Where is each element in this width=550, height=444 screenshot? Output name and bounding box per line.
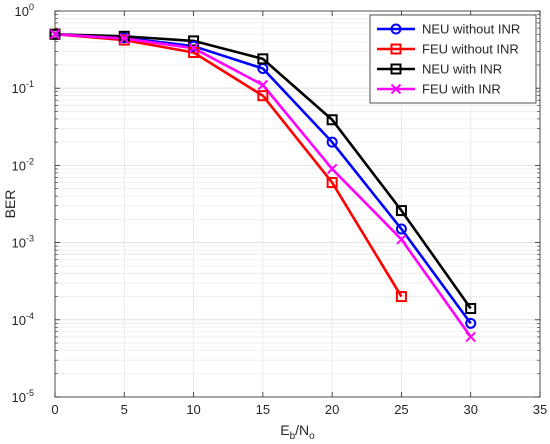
x-tick-label: 20	[325, 402, 339, 417]
data-point-marker	[326, 136, 338, 148]
data-point-marker	[396, 234, 407, 245]
x-tick-label: 10	[186, 402, 200, 417]
x-tick-label: 25	[394, 402, 408, 417]
y-axis-label: BER	[2, 190, 18, 219]
data-point-marker	[326, 114, 338, 126]
y-tick-label: 10-4	[12, 311, 34, 328]
legend: NEU without INR FEU without INR NEU with I…	[369, 14, 537, 104]
legend-marker	[390, 83, 402, 95]
legend-label: NEU without INR	[422, 22, 520, 37]
legend-label: FEU with INR	[422, 82, 501, 97]
data-point-marker	[465, 303, 477, 315]
x-tick-label: 5	[121, 402, 128, 417]
data-point-marker	[395, 223, 407, 235]
legend-marker	[390, 63, 402, 75]
data-point-marker	[395, 291, 407, 303]
axes-frame	[54, 10, 541, 398]
x-tick-label: 30	[463, 402, 477, 417]
data-point-marker	[257, 79, 269, 91]
data-point-marker	[257, 53, 269, 65]
x-tick-label: 15	[256, 402, 270, 417]
data-point-marker	[326, 163, 338, 175]
data-point-marker	[395, 205, 407, 217]
legend-marker	[390, 43, 402, 55]
y-tick-label: 100	[15, 2, 34, 19]
x-tick-label: 0	[51, 402, 58, 417]
legend-label: FEU without INR	[422, 42, 519, 57]
data-point-marker	[49, 29, 61, 40]
y-tick-label: 10-5	[12, 388, 34, 405]
legend-label: NEU with INR	[422, 62, 502, 77]
data-point-marker	[257, 90, 269, 102]
data-point-marker	[326, 177, 338, 189]
x-tick-label: 35	[533, 402, 547, 417]
x-axis-label: Eb/No	[280, 422, 315, 442]
data-point-marker	[188, 35, 200, 47]
y-tick-label: 10-1	[12, 79, 34, 96]
data-point-marker	[188, 42, 199, 54]
data-point-marker	[465, 331, 476, 343]
data-point-marker	[118, 30, 130, 42]
data-point-marker	[49, 28, 61, 40]
legend-marker	[390, 23, 402, 35]
y-tick-label: 10-3	[12, 234, 34, 251]
data-point-marker	[465, 317, 477, 329]
data-point-marker	[119, 33, 130, 44]
series-lines	[49, 28, 477, 343]
y-tick-label: 10-2	[12, 156, 34, 173]
